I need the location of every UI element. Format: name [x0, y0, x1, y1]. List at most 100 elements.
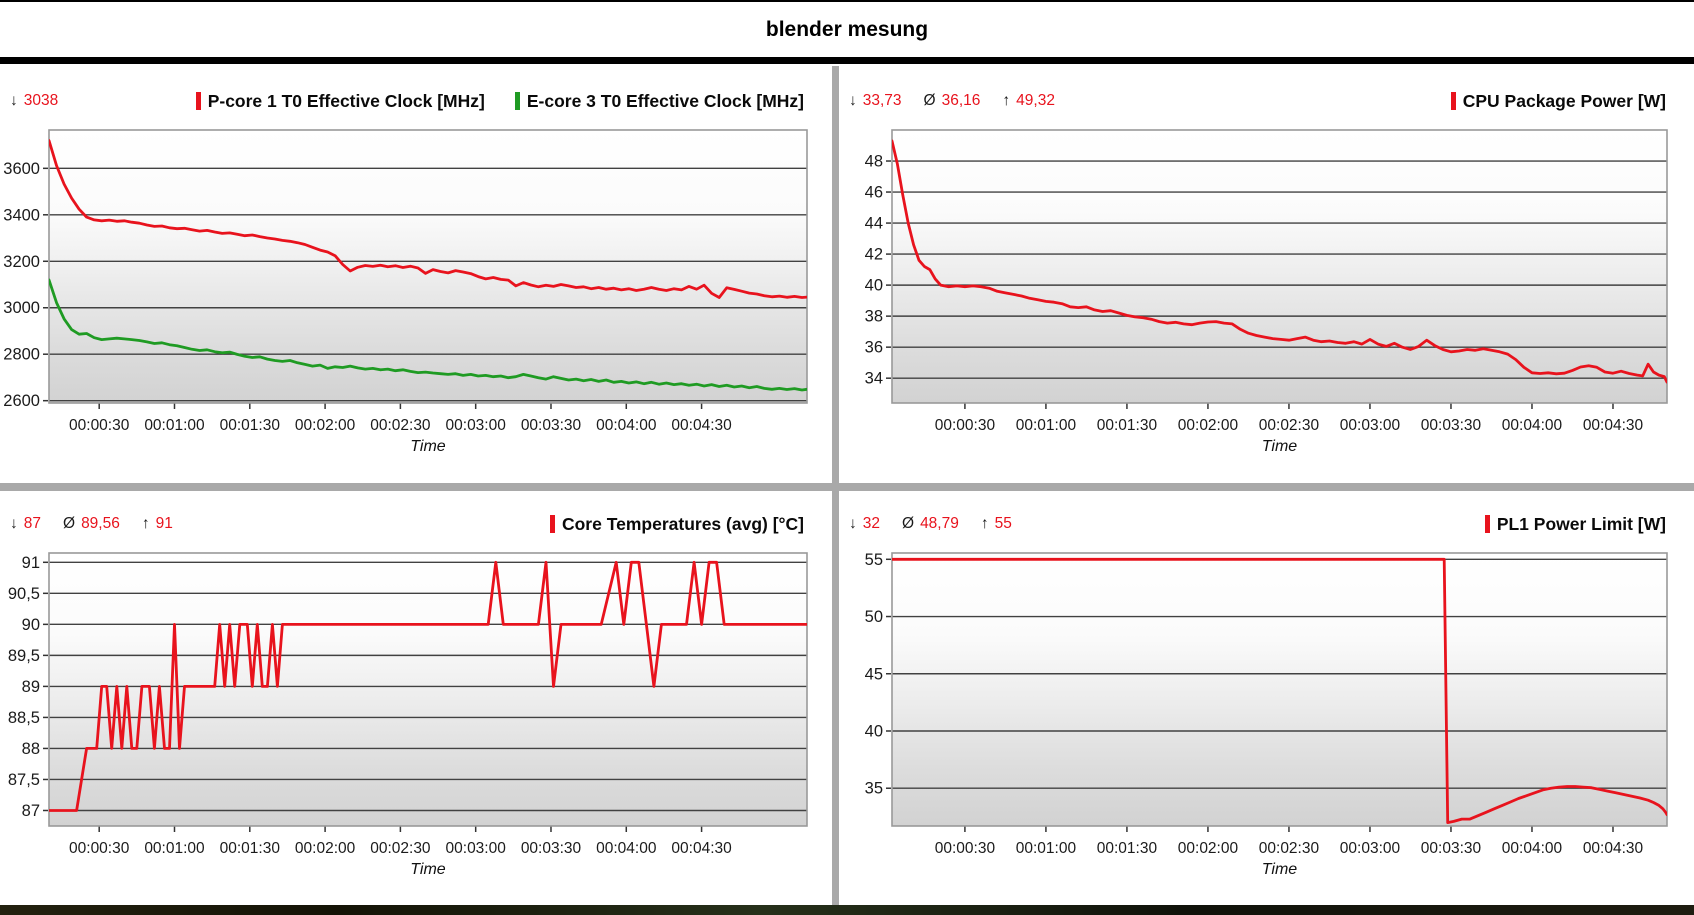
svg-text:50: 50 [865, 608, 883, 626]
stat-min: ↓ 33,73 [849, 92, 902, 110]
svg-text:38: 38 [865, 308, 883, 326]
svg-text:34: 34 [865, 370, 883, 388]
svg-text:00:04:30: 00:04:30 [671, 840, 732, 857]
svg-text:00:04:00: 00:04:00 [1502, 417, 1563, 434]
svg-text:3200: 3200 [3, 253, 40, 271]
panel-divider-horizontal [0, 483, 1694, 491]
svg-text:00:00:30: 00:00:30 [69, 417, 130, 434]
chart-header: ↓ 87 Ø 89,56 ↑ 91 Core Temperatures (avg) [°C… [10, 503, 804, 545]
chart-header: ↓ 32 Ø 48,79 ↑ 55 PL1 Power Limit [W] [849, 503, 1666, 545]
svg-text:36: 36 [865, 339, 883, 357]
window-title-bar: blender mesung [0, 2, 1694, 64]
chart-stats: ↓ 32 Ø 48,79 ↑ 55 [849, 515, 1012, 533]
max-value: 91 [155, 515, 173, 532]
svg-text:00:03:30: 00:03:30 [521, 417, 582, 434]
svg-text:00:02:00: 00:02:00 [295, 840, 356, 857]
legend-label: E-core 3 T0 Effective Clock [MHz] [526, 90, 804, 111]
svg-text:00:03:00: 00:03:00 [446, 417, 507, 434]
svg-text:00:03:00: 00:03:00 [1340, 417, 1401, 434]
svg-text:3600: 3600 [3, 160, 40, 178]
max-symbol: ↑ [1002, 92, 1011, 109]
chart-header: ↓ 3038 P-core 1 T0 Effective Clock [MHz] E… [10, 80, 804, 122]
chart-panel-pl1-power-limit: ↓ 32 Ø 48,79 ↑ 55 PL1 Power Limit [W] 55 50 45 4… [839, 491, 1694, 905]
min-value: 3038 [23, 92, 59, 109]
svg-text:00:03:30: 00:03:30 [1421, 417, 1482, 434]
svg-text:00:01:00: 00:01:00 [1016, 840, 1077, 857]
x-axis-title: Time [1261, 438, 1298, 455]
stat-max: ↑ 55 [981, 515, 1012, 533]
stat-max: ↑ 91 [142, 515, 173, 533]
svg-text:00:03:30: 00:03:30 [1421, 840, 1482, 857]
chart-canvas[interactable]: 55 50 45 40 35 00:00:30 00:01:00 00:01:30 00:02:… [839, 545, 1694, 859]
stat-max: ↑ 49,32 [1002, 92, 1055, 110]
svg-text:00:02:30: 00:02:30 [370, 840, 431, 857]
avg-symbol: Ø [923, 92, 936, 109]
svg-text:89,5: 89,5 [8, 647, 40, 665]
chart-legends: PL1 Power Limit [W] [1484, 513, 1666, 535]
max-symbol: ↑ [980, 515, 989, 532]
svg-text:35: 35 [865, 780, 883, 798]
min-value: 32 [862, 515, 880, 532]
legend-label: PL1 Power Limit [W] [1496, 513, 1666, 534]
avg-value: 48,79 [920, 515, 959, 532]
svg-text:00:02:30: 00:02:30 [1259, 417, 1320, 434]
legend-color-bar [195, 92, 201, 110]
min-value: 33,73 [862, 92, 902, 109]
legend-color-bar [514, 92, 520, 110]
legend-color-bar [1450, 92, 1456, 110]
svg-text:00:04:00: 00:04:00 [1502, 840, 1563, 857]
stat-avg: Ø 48,79 [902, 515, 959, 533]
svg-text:90: 90 [22, 616, 40, 634]
legend-color-bar [549, 515, 555, 533]
svg-text:00:04:30: 00:04:30 [1583, 417, 1644, 434]
svg-text:00:02:00: 00:02:00 [1178, 417, 1239, 434]
window-title: blender mesung [765, 17, 929, 41]
stat-min: ↓ 3038 [10, 92, 58, 110]
min-symbol: ↓ [10, 92, 18, 109]
svg-text:88: 88 [22, 740, 40, 758]
svg-text:00:03:00: 00:03:00 [446, 840, 507, 857]
chart-canvas[interactable]: 91 90,5 90 89,5 89 88,5 88 87,5 87 00:00:30 00:01:… [0, 545, 832, 859]
legend-pl1-power-limit-w: PL1 Power Limit [W] [1484, 513, 1666, 535]
svg-text:00:01:00: 00:01:00 [144, 840, 205, 857]
avg-symbol: Ø [63, 515, 76, 532]
svg-text:2800: 2800 [3, 346, 40, 364]
min-symbol: ↓ [849, 92, 857, 109]
legend-label: CPU Package Power [W] [1462, 90, 1666, 111]
chart-stats: ↓ 3038 [10, 92, 58, 110]
chart-panel-pcore-ecore-clock: ↓ 3038 P-core 1 T0 Effective Clock [MHz] E… [0, 66, 832, 483]
avg-value: 36,16 [941, 92, 981, 109]
svg-text:3400: 3400 [3, 206, 40, 224]
chart-panel-cpu-package-power: ↓ 33,73 Ø 36,16 ↑ 49,32 CPU Package Power [W]… [839, 66, 1694, 483]
svg-text:00:04:00: 00:04:00 [596, 840, 657, 857]
svg-text:00:03:00: 00:03:00 [1340, 840, 1401, 857]
svg-text:00:02:00: 00:02:00 [1178, 840, 1239, 857]
stat-avg: Ø 36,16 [924, 92, 981, 110]
svg-text:45: 45 [865, 665, 883, 683]
svg-text:40: 40 [865, 277, 883, 295]
svg-text:00:01:00: 00:01:00 [1016, 417, 1077, 434]
svg-text:88,5: 88,5 [8, 709, 40, 727]
svg-text:42: 42 [865, 246, 883, 264]
svg-text:3000: 3000 [3, 299, 40, 317]
chart-canvas[interactable]: 3600 3400 3200 3000 2800 2600 00:00:30 00:01:00… [0, 122, 832, 436]
max-value: 49,32 [1016, 92, 1055, 109]
svg-text:00:04:00: 00:04:00 [596, 417, 657, 434]
svg-text:89: 89 [22, 678, 40, 696]
legend-color-bar [1484, 515, 1490, 533]
chart-legends: P-core 1 T0 Effective Clock [MHz] E-core … [195, 90, 804, 112]
x-axis-title: Time [410, 438, 446, 455]
legend-label: Core Temperatures (avg) [°C] [561, 513, 804, 534]
svg-text:00:01:30: 00:01:30 [220, 840, 281, 857]
svg-text:00:01:00: 00:01:00 [144, 417, 205, 434]
svg-text:46: 46 [865, 184, 883, 202]
svg-text:00:04:30: 00:04:30 [671, 417, 732, 434]
chart-legends: Core Temperatures (avg) [°C] [549, 513, 804, 535]
chart-canvas[interactable]: 48 46 44 42 40 38 36 34 00:00:30 00:01:00 00:01:30… [839, 122, 1694, 436]
legend-core-temperatures-avg-c: Core Temperatures (avg) [°C] [549, 513, 804, 535]
stat-avg: Ø 89,56 [63, 515, 120, 533]
min-symbol: ↓ [849, 515, 857, 532]
max-value: 55 [994, 515, 1012, 532]
svg-text:00:01:30: 00:01:30 [1097, 417, 1158, 434]
